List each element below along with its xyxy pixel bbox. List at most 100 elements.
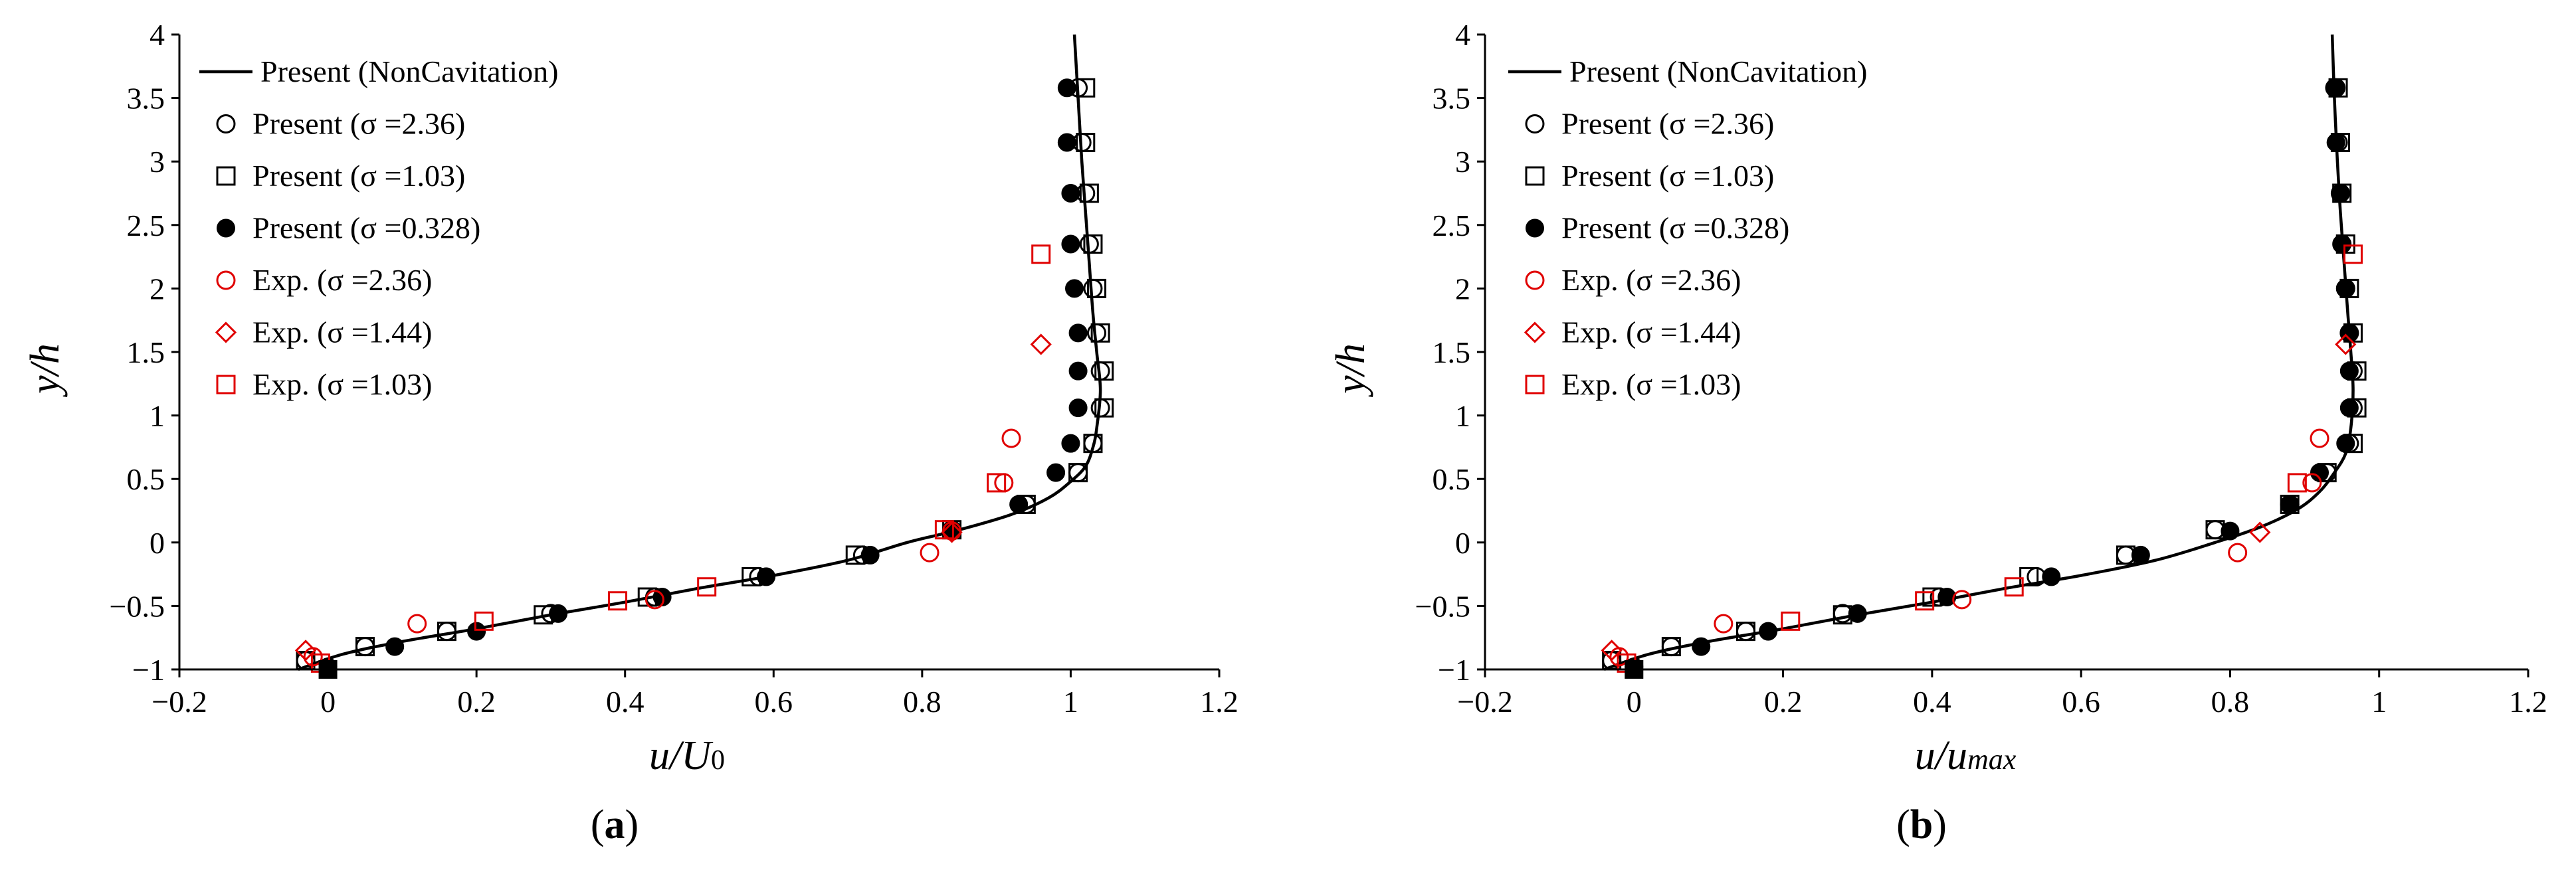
data-point-a-series-3 xyxy=(549,604,568,623)
data-point-b-series-4 xyxy=(2228,543,2248,563)
data-point-a-series-2 xyxy=(1083,434,1103,454)
x-tick-label-b: 1.2 xyxy=(2509,685,2547,719)
legend-label: Exp. (σ =1.03) xyxy=(1561,367,1741,401)
data-point-a-series-2 xyxy=(1090,323,1110,343)
data-point-b-series-3 xyxy=(2326,133,2345,152)
data-point-b-series-3 xyxy=(2280,495,2300,514)
y-tick-label-a: −0.5 xyxy=(110,589,165,623)
y-tick-label-a: 0.5 xyxy=(127,462,165,496)
data-point-b-series-3 xyxy=(2331,184,2350,203)
panel-label-a: (a) xyxy=(591,802,639,847)
legend-marker-swatch xyxy=(216,375,236,394)
y-tick-label-b: 2.5 xyxy=(1433,209,1471,242)
y-tick-label-a: 3 xyxy=(149,145,165,179)
data-point-b-series-3 xyxy=(2336,279,2355,298)
data-point-b-series-3 xyxy=(2339,361,2359,381)
data-point-b-series-3 xyxy=(2310,463,2329,482)
chart-b-plot-area xyxy=(1601,34,2367,679)
chart-panel-a: −0.2 0 0.2 0.4 0.6 0.8 1 1.2 −1 −0.5 0 0.5 1 1.5 2 2.5 3… xyxy=(23,18,1238,847)
data-point-a-series-2 xyxy=(1068,463,1088,483)
data-point-a-series-1 xyxy=(1083,434,1103,454)
data-point-b-series-1 xyxy=(1736,622,1755,642)
y-tick-label-b: 1 xyxy=(1455,399,1470,433)
data-point-a-series-3 xyxy=(385,637,405,656)
data-point-a-series-3 xyxy=(1068,398,1088,418)
legend-item-b: Exp. (σ =1.44) xyxy=(1524,315,1741,349)
x-axis-title-b: u/umax xyxy=(1915,733,2017,778)
data-point-a-series-2 xyxy=(1094,398,1114,418)
y-tick-label-b: 0 xyxy=(1455,526,1470,560)
x-tick-label-a: 1.2 xyxy=(1200,685,1238,719)
data-point-a-series-1 xyxy=(355,637,375,657)
legend-item-b: Present (σ =1.03) xyxy=(1525,159,1774,193)
legend-label: Present (σ =2.36) xyxy=(252,107,465,141)
data-point-b-series-1 xyxy=(1661,637,1681,657)
y-tick-label-b: 1.5 xyxy=(1433,335,1471,369)
data-point-b-series-3 xyxy=(1848,604,1867,623)
data-point-a-series-1 xyxy=(1090,398,1110,418)
legend-item-b: Present (σ =2.36) xyxy=(1525,107,1774,141)
data-point-a-series-6 xyxy=(934,520,954,540)
x-tick-label-a: 1 xyxy=(1063,685,1078,719)
legend-item-a: Present (σ =1.03) xyxy=(216,159,465,193)
data-point-a-series-1 xyxy=(1068,463,1088,483)
data-point-a-series-2 xyxy=(1079,183,1099,203)
data-point-a-series-5 xyxy=(1030,333,1052,355)
legend-item-a: Present (NonCavitation) xyxy=(199,54,558,88)
y-tick-label-a: −1 xyxy=(132,653,165,687)
legend-label: Present (σ =0.328) xyxy=(1561,211,1789,245)
y-tick-label-b: 4 xyxy=(1455,18,1470,52)
legend-label: Present (σ =1.03) xyxy=(252,159,465,193)
y-tick-label-b: 3.5 xyxy=(1433,82,1471,116)
panel-label-b: (b) xyxy=(1896,802,1947,847)
legend-item-a: Exp. (σ =2.36) xyxy=(216,263,432,297)
data-point-b-series-4 xyxy=(2310,428,2329,448)
legend-marker-swatch xyxy=(1524,321,1546,343)
x-tick-label-b: 0.8 xyxy=(2211,685,2250,719)
legend-marker-swatch xyxy=(216,114,236,133)
data-point-a-series-6 xyxy=(608,591,628,611)
x-tick-label-b: 0.6 xyxy=(2062,685,2100,719)
data-point-a-series-3 xyxy=(467,622,486,641)
data-point-b-series-6 xyxy=(1915,591,1935,611)
legend-item-b: Present (σ =0.328) xyxy=(1526,211,1789,245)
legend-marker-swatch xyxy=(1525,270,1545,290)
chart-a-legend: Present (NonCavitation) Present (σ =2.36)… xyxy=(199,54,558,401)
x-tick-label-a: 0.6 xyxy=(755,685,793,719)
chart-b-legend: Present (NonCavitation) Present (σ =2.36)… xyxy=(1508,54,1867,401)
x-axis-title-a-subscript: 0 xyxy=(711,745,725,776)
chart-a-marks xyxy=(294,34,1114,679)
y-tick-label-b: 2 xyxy=(1455,272,1470,305)
data-point-b-series-4 xyxy=(1714,614,1734,634)
legend-marker-swatch xyxy=(217,218,235,238)
data-point-b-series-3 xyxy=(1759,622,1778,641)
data-point-b-series-6 xyxy=(2343,244,2363,264)
data-point-b-series-2 xyxy=(1736,622,1755,642)
x-tick-label-a: −0.2 xyxy=(151,685,207,719)
data-point-a-series-3 xyxy=(860,545,880,565)
y-tick-label-a: 2.5 xyxy=(127,209,165,242)
data-point-a-series-3 xyxy=(1061,184,1080,203)
data-point-b-series-5 xyxy=(2335,333,2357,355)
y-tick-label-b: 3 xyxy=(1455,145,1470,179)
data-point-a-series-3 xyxy=(1009,495,1029,514)
legend-item-b: Present (NonCavitation) xyxy=(1508,54,1867,88)
data-point-a-series-3 xyxy=(1065,279,1084,298)
legend-item-a: Exp. (σ =1.03) xyxy=(216,367,432,401)
y-tick-label-b: −1 xyxy=(1438,653,1470,687)
data-point-b-series-3 xyxy=(2336,434,2355,453)
y-tick-label-a: 2 xyxy=(149,272,165,305)
data-point-b-series-3 xyxy=(2042,567,2061,586)
data-point-a-series-6 xyxy=(697,577,717,597)
legend-marker-swatch xyxy=(215,321,237,343)
legend-label: Exp. (σ =2.36) xyxy=(1561,263,1741,297)
chart-panel-b: −0.2 0 0.2 0.4 0.6 0.8 1 1.2 −1 −0.5 0 0.5 1 1.5 2 2.5 3… xyxy=(1328,18,2547,847)
data-point-b-series-3 xyxy=(2131,545,2150,565)
legend-label: Exp. (σ =1.44) xyxy=(1561,315,1741,349)
data-point-b-series-3 xyxy=(2332,234,2351,254)
data-point-a-series-4 xyxy=(994,473,1014,493)
data-point-a-series-5 xyxy=(294,640,317,661)
data-point-a-series-4 xyxy=(920,543,940,563)
legend-label: Exp. (σ =2.36) xyxy=(252,263,432,297)
